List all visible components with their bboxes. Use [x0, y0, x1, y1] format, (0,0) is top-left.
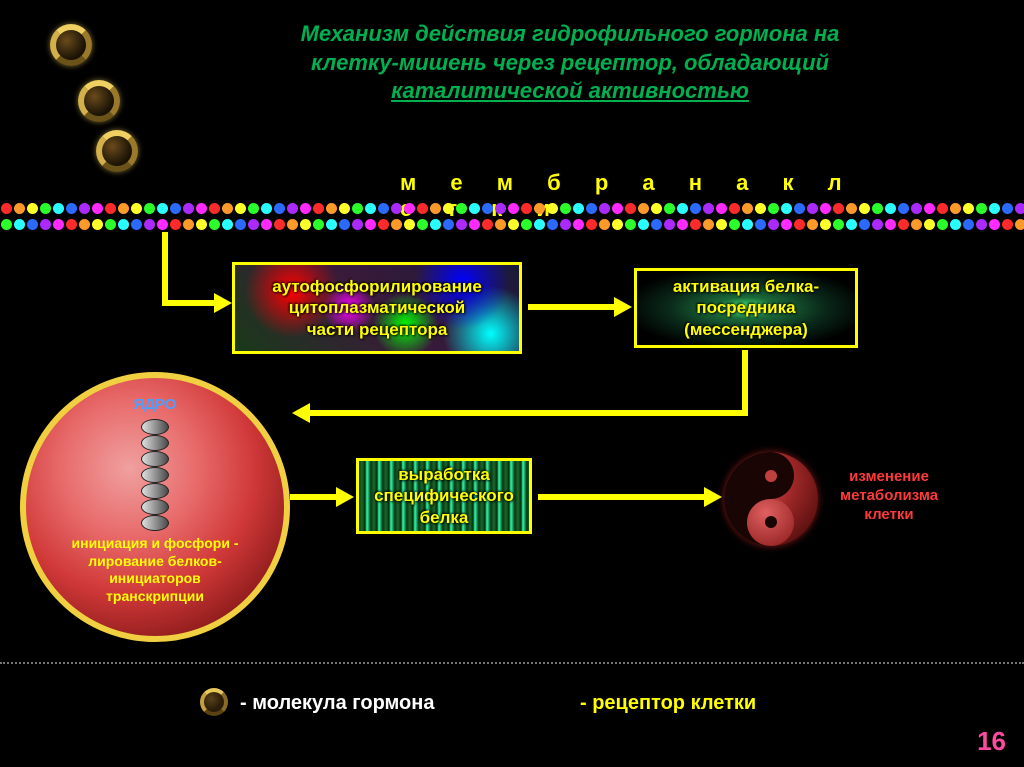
legend-receptor-text: - рецептор клетки — [580, 692, 756, 715]
arrow-segment — [528, 304, 616, 310]
title-line-3: каталитической активностью — [230, 77, 910, 106]
arrow-head-icon — [214, 293, 232, 313]
arrow-segment — [742, 350, 748, 413]
hormone-legend-icon — [200, 688, 228, 716]
page-number: 16 — [977, 726, 1006, 757]
dna-icon — [141, 419, 169, 529]
box-text: активация белка- посредника (мессенджера… — [669, 272, 823, 344]
arrow-head-icon — [704, 487, 722, 507]
arrow-head-icon — [614, 297, 632, 317]
arrow-segment — [162, 232, 168, 303]
hormone-molecule-icon — [96, 130, 138, 172]
metabolism-label: изменение метаболизма клетки — [840, 468, 938, 524]
box-text: аутофосфорилирование цитоплазматической … — [268, 272, 486, 344]
arrow-segment — [308, 410, 748, 416]
separator-line — [0, 662, 1024, 664]
title-line-2: клетку-мишень через рецептор, обладающий — [230, 49, 910, 78]
nucleus-subtext: инициация и фосфори - лирование белков- … — [72, 535, 239, 605]
arrow-segment — [538, 494, 706, 500]
yinyang-icon — [724, 452, 818, 546]
arrow-head-icon — [336, 487, 354, 507]
membrane-dots-row — [0, 218, 1024, 232]
box-text: выработка специфического белка — [370, 460, 518, 532]
arrow-segment — [162, 300, 216, 306]
box-autophosphorylation: аутофосфорилирование цитоплазматической … — [232, 262, 522, 354]
membrane-dots-row — [0, 202, 1024, 216]
slide-title: Механизм действия гидрофильного гормона … — [230, 20, 910, 106]
hormone-molecule-icon — [78, 80, 120, 122]
hormone-molecule-icon — [50, 24, 92, 66]
box-protein-synthesis: выработка специфического белка — [356, 458, 532, 534]
box-messenger-activation: активация белка- посредника (мессенджера… — [634, 268, 858, 348]
nucleus-circle: ЯДРО инициация и фосфори - лирование бел… — [20, 372, 290, 642]
title-line-1: Механизм действия гидрофильного гормона … — [230, 20, 910, 49]
nucleus-label: ЯДРО — [134, 396, 177, 413]
arrow-head-icon — [292, 403, 310, 423]
arrow-segment — [290, 494, 338, 500]
legend-hormone-text: - молекула гормона — [240, 692, 434, 715]
